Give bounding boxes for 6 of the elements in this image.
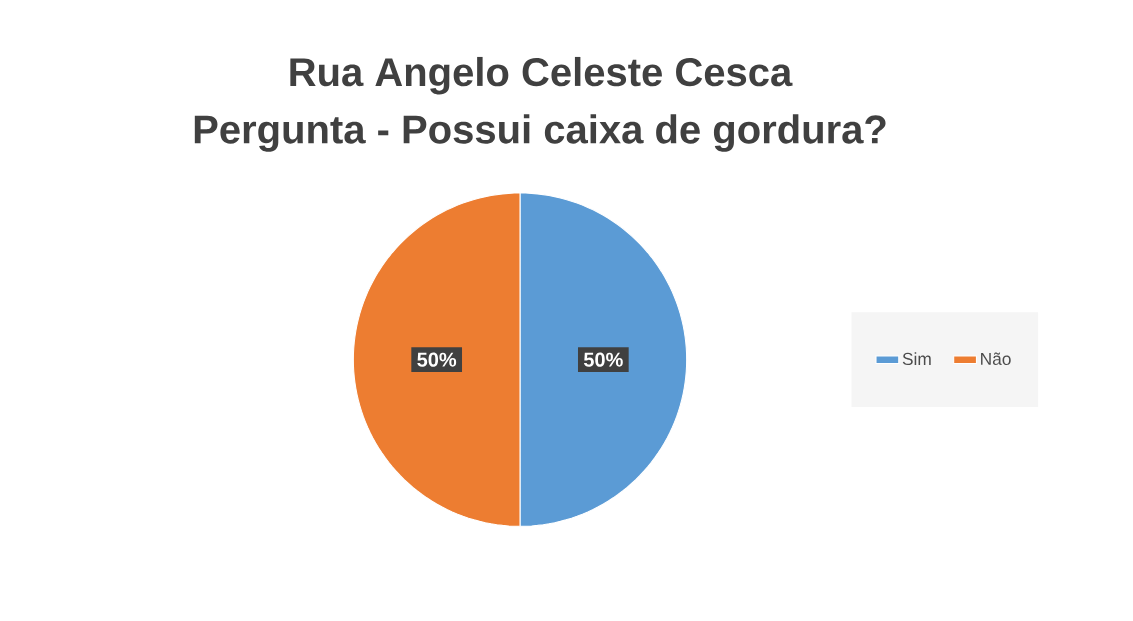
data-label: 50% <box>417 352 457 367</box>
data-label: 50% <box>583 352 623 367</box>
legend-label: Sim <box>902 352 931 366</box>
legend-label: Não <box>981 352 1011 366</box>
chart-title: Rua Angelo Celeste Cesca <box>290 56 793 95</box>
chart-subtitle: Pergunta - Possui caixa de gordura? <box>194 114 886 152</box>
